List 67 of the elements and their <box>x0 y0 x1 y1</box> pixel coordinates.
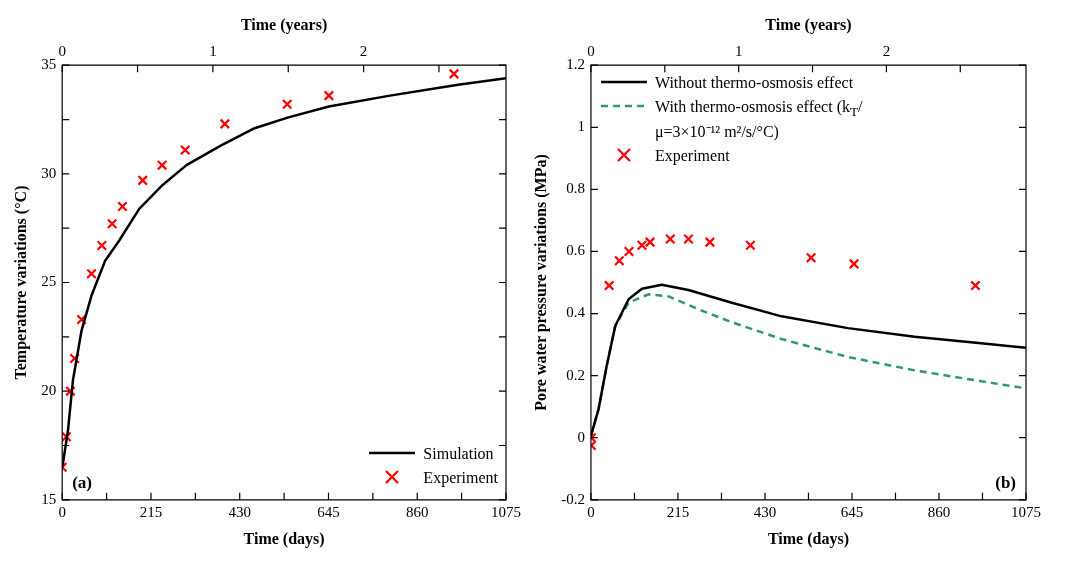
point <box>848 258 860 270</box>
x2-axis-title: Time (years) <box>240 15 328 34</box>
point <box>683 233 694 245</box>
y-tick-label: 0.6 <box>566 242 586 259</box>
y-tick-label: 0 <box>577 428 585 445</box>
point <box>636 239 648 251</box>
point <box>623 246 635 257</box>
x-axis-title: Time (days) <box>243 529 325 548</box>
y-tick-label: 1.2 <box>566 56 585 73</box>
y-tick-label: 1 <box>577 118 585 135</box>
point <box>156 159 168 171</box>
y-tick-label: 0.4 <box>566 304 586 321</box>
y-axis-title: Temperature variations (°C) <box>11 185 30 380</box>
y-tick-label: 30 <box>41 164 57 181</box>
point <box>179 144 191 156</box>
x-tick-label: 645 <box>317 503 340 520</box>
y-tick-label: 0.2 <box>566 366 585 383</box>
x2-tick-label: 2 <box>359 43 368 60</box>
y-tick-label: 20 <box>41 382 57 399</box>
x-tick-label: 860 <box>927 503 951 520</box>
x2-tick-label: 2 <box>882 43 891 60</box>
point <box>62 431 72 443</box>
point <box>664 233 676 245</box>
point <box>117 201 128 212</box>
y-axis-title: Pore water pressure variations (MPa) <box>531 154 550 411</box>
x-tick-label: 1075 <box>491 503 521 520</box>
point <box>69 353 80 364</box>
point <box>106 218 118 230</box>
point <box>644 236 656 248</box>
point <box>603 280 615 291</box>
x2-tick-label: 1 <box>209 43 217 60</box>
x-tick-label: 430 <box>228 503 251 520</box>
point <box>805 252 817 264</box>
x-tick-label: 430 <box>753 503 777 520</box>
x-tick-label: 645 <box>840 503 864 520</box>
point <box>86 268 97 280</box>
point <box>219 118 231 130</box>
x-tick-label: 215 <box>139 503 163 520</box>
legend-label: Experiment <box>654 146 730 167</box>
point <box>96 240 108 251</box>
legend-label: Simulation <box>423 443 494 464</box>
y-tick-label: 35 <box>41 56 57 73</box>
y-tick-label: -0.2 <box>561 490 585 507</box>
point <box>448 68 460 80</box>
point <box>970 280 981 291</box>
point <box>76 314 87 325</box>
point <box>745 239 756 251</box>
text: With thermo-osmosis effect (k$_{T}$/μ=3×10⁻¹² m²/s/°C) <box>654 98 863 141</box>
point <box>281 98 293 110</box>
x2-tick-label: 1 <box>734 43 743 60</box>
annotation: (b) <box>995 472 1016 492</box>
x-tick-label: 1075 <box>1011 503 1041 520</box>
y-tick-label: 0.8 <box>566 180 585 197</box>
y-tick-label: 25 <box>41 273 57 290</box>
legend-label: Experiment <box>423 467 498 488</box>
annotation: (a) <box>72 472 93 492</box>
x-axis-title: Time (days) <box>767 529 849 548</box>
x-tick-label: 215 <box>666 503 690 520</box>
point <box>137 175 149 186</box>
point <box>65 385 76 397</box>
legend-label: Without thermo-osmosis effect <box>654 73 854 94</box>
point <box>323 90 335 101</box>
point <box>613 255 625 267</box>
x-tick-label: 860 <box>405 503 429 520</box>
y-tick-label: 15 <box>41 490 57 507</box>
x2-axis-title: Time (years) <box>765 15 852 34</box>
point <box>704 236 716 248</box>
